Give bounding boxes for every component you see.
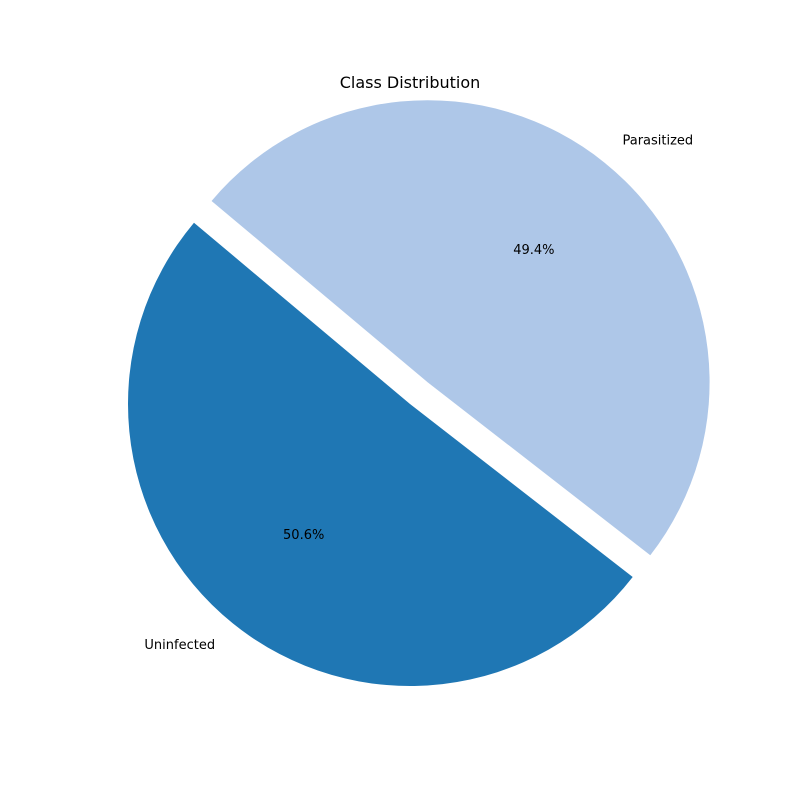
pie-slice-uninfected [127,222,633,687]
slice-label-uninfected: Uninfected [144,638,215,653]
slice-label-parasitized: Parasitized [622,133,693,148]
slice-percent-parasitized: 49.4% [513,243,554,258]
chart-title: Class Distribution [340,73,481,92]
slice-percent-uninfected: 50.6% [283,528,324,543]
pie-slice-parasitized [211,100,710,556]
labels-layer: Uninfected 50.6% Parasitized 49.4% [144,133,693,652]
slices-layer [127,100,710,687]
